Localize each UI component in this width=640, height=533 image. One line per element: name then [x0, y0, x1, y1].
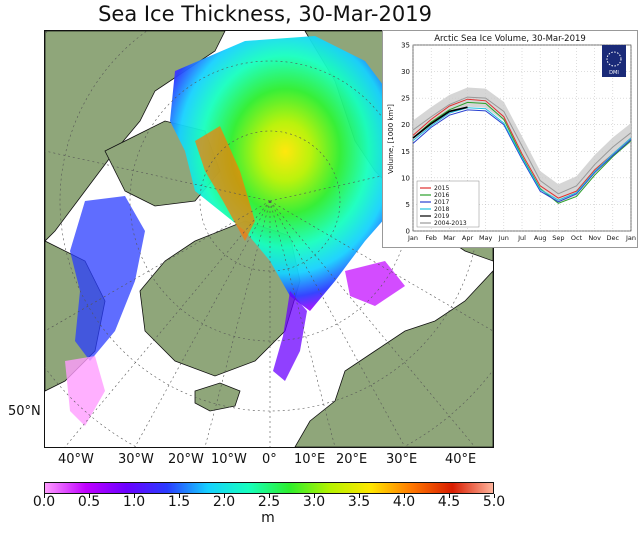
- inset-legend-label: 2017: [434, 199, 449, 206]
- inset-legend-label: 2004-2013: [434, 220, 467, 227]
- inset-ytick-label: 20: [401, 121, 410, 129]
- lon-label-0: 0°: [262, 452, 277, 467]
- colorbar-tick: [44, 494, 45, 498]
- colorbar-tick-label: 0.5: [77, 494, 101, 510]
- colorbar-tick: [314, 494, 315, 498]
- lon-label-30w: 30°W: [118, 452, 154, 467]
- colorbar-tick-label: 4.0: [392, 494, 416, 510]
- inset-xtick-label: Jun: [498, 234, 509, 242]
- lon-label-30e: 30°E: [386, 452, 418, 467]
- inset-ylabel: Volume, [1000 km³]: [387, 104, 395, 174]
- colorbar-tick-label: 3.0: [302, 494, 326, 510]
- inset-series-2019: [412, 106, 468, 139]
- inset-canvas: Arctic Sea Ice Volume, 30-Mar-2019 Volum…: [387, 34, 636, 243]
- colorbar-tick: [404, 494, 405, 498]
- inset-ytick-label: 5: [406, 201, 410, 209]
- inset-series-2017: [412, 109, 632, 203]
- inset-xtick-label: Jan: [407, 234, 418, 242]
- colorbar-unit: m: [261, 510, 275, 526]
- sea-ice-labrador-fringe: [65, 356, 105, 426]
- inset-ytick-label: 30: [401, 68, 410, 76]
- colorbar-tick-label: 2.0: [212, 494, 236, 510]
- inset-xtick-label: Oct: [571, 234, 583, 242]
- volume-inset-chart: Arctic Sea Ice Volume, 30-Mar-2019 Volum…: [382, 30, 638, 248]
- inset-ytick-label: 35: [401, 42, 410, 50]
- inset-series-2018: [412, 107, 632, 201]
- inset-ytick-label: 15: [401, 148, 410, 156]
- inset-legend-label: 2016: [434, 192, 449, 199]
- dmi-logo-stars: [606, 51, 622, 67]
- colorbar-tick: [89, 494, 90, 498]
- inset-legend-label: 2018: [434, 206, 449, 213]
- inset-plot-area: 0 5 10 15 20 25 30 35 Jan Feb Mar Apr May Jun Jul Aug Se…: [401, 42, 636, 243]
- inset-xtick-label: Nov: [588, 234, 601, 242]
- inset-ytick-label: 0: [406, 228, 410, 236]
- colorbar-tick: [449, 494, 450, 498]
- colorbar-tick-label: 1.0: [122, 494, 146, 510]
- inset-xtick-label: Dec: [607, 234, 620, 242]
- inset-ytick-label: 25: [401, 95, 410, 103]
- colorbar-tick: [359, 494, 360, 498]
- inset-ytick-label: 10: [401, 174, 410, 182]
- colorbar-tick-label: 0.0: [32, 494, 56, 510]
- inset-legend-label: 2019: [434, 213, 449, 220]
- inset-title: Arctic Sea Ice Volume, 30-Mar-2019: [434, 34, 586, 44]
- colorbar-tick-label: 5.0: [482, 494, 506, 510]
- inset-xtick-label: Aug: [534, 234, 547, 242]
- map-title: Sea Ice Thickness, 30-Mar-2019: [98, 2, 432, 26]
- land-north-america: [45, 31, 226, 242]
- inset-xtick-label: May: [479, 234, 493, 242]
- inset-xtick-label: Apr: [462, 234, 474, 242]
- thick-ice-band: [195, 126, 255, 241]
- inset-series-2004-2013: [412, 96, 632, 195]
- colorbar-tick: [494, 494, 495, 498]
- colorbar-tick-label: 3.5: [347, 494, 371, 510]
- dmi-logo: [602, 45, 626, 77]
- lon-label-40e: 40°E: [445, 452, 477, 467]
- lat-label-50n: 50°N: [8, 404, 41, 419]
- lon-label-10w: 10°W: [211, 452, 247, 467]
- colorbar-tick-label: 4.5: [437, 494, 461, 510]
- sea-ice-field: [170, 36, 410, 311]
- sea-ice-barents: [345, 261, 405, 306]
- colorbar-tick: [179, 494, 180, 498]
- lon-label-40w: 40°W: [58, 452, 94, 467]
- inset-xtick-label: Jan: [625, 234, 636, 242]
- inset-series-2015: [412, 98, 632, 199]
- colorbar-tick: [224, 494, 225, 498]
- dmi-logo-text: DMI: [609, 70, 619, 76]
- inset-xtick-label: Jul: [517, 234, 526, 242]
- inset-xtick-label: Mar: [443, 234, 456, 242]
- inset-legend-box: [416, 180, 480, 228]
- colorbar: [44, 482, 494, 494]
- sea-ice-east-greenland: [273, 291, 307, 381]
- land-scandinavia: [294, 270, 493, 447]
- inset-xtick-label: Feb: [425, 234, 437, 242]
- lon-label-10e: 10°E: [294, 452, 326, 467]
- sea-ice-baffin: [70, 196, 145, 361]
- land-iceland: [194, 382, 241, 412]
- colorbar-tick: [134, 494, 135, 498]
- colorbar-tick: [269, 494, 270, 498]
- lon-label-20w: 20°W: [168, 452, 204, 467]
- lon-label-20e: 20°E: [336, 452, 368, 467]
- colorbar-tick-label: 2.5: [257, 494, 281, 510]
- inset-xtick-label: Sep: [552, 234, 564, 242]
- colorbar-tick-label: 1.5: [167, 494, 191, 510]
- inset-legend-label: 2015: [434, 185, 449, 192]
